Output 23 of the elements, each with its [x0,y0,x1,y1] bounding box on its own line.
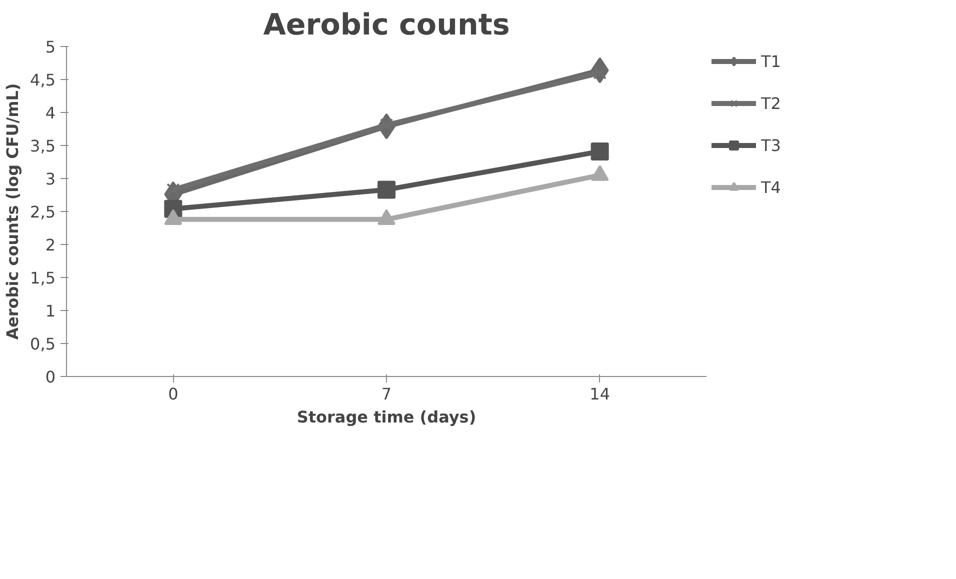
y-tick-label: 2,5 [30,202,56,222]
point [378,180,396,199]
x-tick-label: 14 [590,384,610,404]
chart-title: Aerobic counts [263,8,510,42]
legend-label: T1 [761,52,781,70]
y-tick-label: 3,5 [30,136,56,156]
y-tick-label: 1 [45,302,56,320]
y-tick-label: 4,5 [30,70,56,90]
x-axis-title: Storage time (days) [296,408,476,426]
y-axis-title: Aerobic counts (log CFU/mL) [3,83,22,340]
y-tick-label: 4 [45,104,56,122]
y-tick-label: 1,5 [30,268,56,288]
point [590,142,609,160]
y-tick-label: 0,5 [30,334,56,354]
legend-label: T4 [761,178,781,196]
y-tick-label: 5 [45,38,56,56]
legend-label: T2 [761,94,781,112]
y-tick-label: 3 [45,170,56,188]
x-tick-label: 0 [168,384,178,404]
legend-label: T3 [761,136,781,154]
x-tick-label: 7 [381,384,392,404]
y-tick-label: 0 [45,368,56,386]
y-tick-label: 2 [45,236,56,254]
